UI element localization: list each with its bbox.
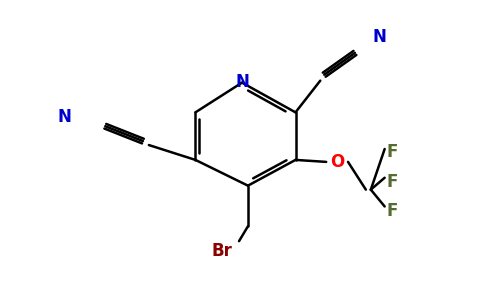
Text: N: N bbox=[235, 73, 249, 91]
Text: N: N bbox=[58, 108, 72, 126]
Text: F: F bbox=[387, 202, 398, 220]
Text: Br: Br bbox=[212, 242, 232, 260]
Text: O: O bbox=[330, 153, 345, 171]
Text: N: N bbox=[373, 28, 387, 46]
Text: F: F bbox=[387, 143, 398, 161]
Text: F: F bbox=[387, 173, 398, 191]
